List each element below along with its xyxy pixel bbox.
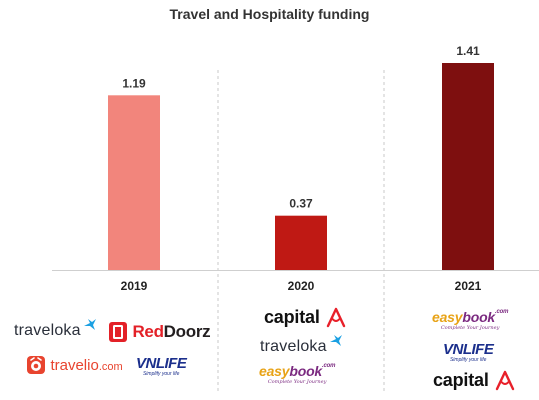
bar-2020 bbox=[275, 215, 327, 270]
capital-a-wordmark: capital bbox=[433, 369, 489, 390]
x-tick-label-2021: 2021 bbox=[455, 279, 482, 293]
vnlife-tagline: Simplify your life bbox=[449, 357, 487, 363]
easybook-wordmark: easybook.com bbox=[432, 309, 509, 325]
vnlife-wordmark: VNLIFE bbox=[136, 355, 187, 372]
traveloka-wordmark: traveloka bbox=[14, 322, 81, 339]
data-label-2019: 1.19 bbox=[122, 76, 146, 90]
reddoorz-wordmark: RedDoorz bbox=[132, 322, 211, 341]
chart-title: Travel and Hospitality funding bbox=[169, 6, 370, 22]
vnlife-tagline: Simplify your life bbox=[142, 371, 180, 377]
bar-2019 bbox=[108, 95, 160, 270]
logo-traveloka-2019: traveloka bbox=[14, 319, 97, 340]
logo-traveloka-2020: traveloka bbox=[260, 335, 343, 356]
logo-easybook-2020: easybook.com Complete Your Journey bbox=[259, 363, 335, 385]
capital-a-icon bbox=[326, 307, 346, 328]
easybook-tagline: Complete Your Journey bbox=[267, 379, 327, 385]
logo-capital-a-2020: capital bbox=[264, 306, 347, 328]
logo-vnlife-2019: VNLIFE Simplify your life bbox=[136, 355, 187, 377]
logo-reddoorz-2019: RedDoorz bbox=[108, 321, 211, 343]
logo-travelio-2019: travelio.com bbox=[26, 355, 123, 375]
x-tick-label-2019: 2019 bbox=[121, 279, 148, 293]
x-tick-label-2020: 2020 bbox=[288, 279, 315, 293]
vnlife-wordmark: VNLIFE bbox=[443, 341, 494, 358]
reddoorz-door-icon bbox=[109, 322, 127, 342]
capital-a-wordmark: capital bbox=[264, 306, 320, 327]
traveloka-wordmark: traveloka bbox=[260, 338, 327, 355]
capital-a-icon bbox=[495, 370, 515, 391]
traveloka-bird-icon bbox=[330, 335, 343, 346]
easybook-tagline: Complete Your Journey bbox=[440, 325, 500, 331]
data-label-2020: 0.37 bbox=[289, 197, 313, 211]
easybook-wordmark: easybook.com bbox=[259, 363, 336, 379]
logo-vnlife-2021: VNLIFE Simplify your life bbox=[443, 341, 494, 363]
data-label-2021: 1.41 bbox=[456, 44, 480, 58]
logo-easybook-2021: easybook.com Complete Your Journey bbox=[432, 309, 508, 331]
bar-2021 bbox=[442, 63, 494, 270]
travelio-wordmark: travelio.com bbox=[50, 356, 123, 374]
travelio-icon bbox=[27, 356, 45, 374]
traveloka-bird-icon bbox=[84, 319, 97, 330]
logo-capital-a-2021: capital bbox=[433, 369, 516, 391]
